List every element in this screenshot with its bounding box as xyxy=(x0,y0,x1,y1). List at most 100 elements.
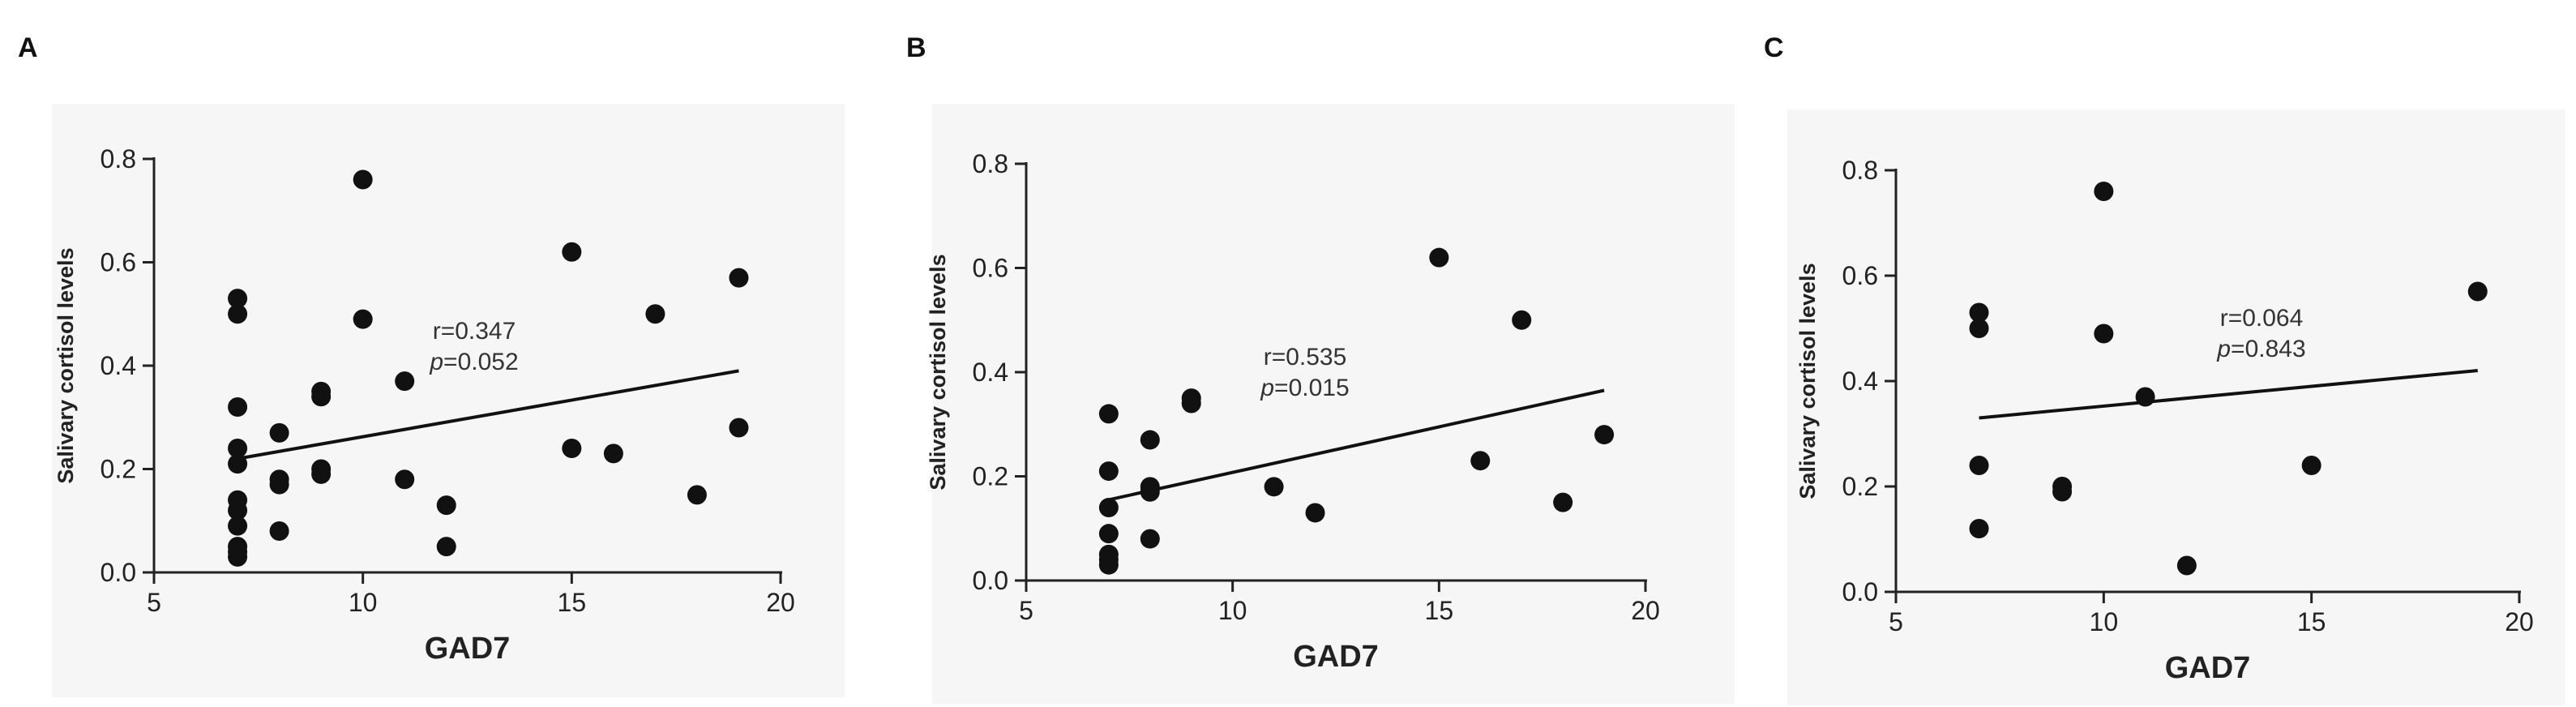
x-axis-label: GAD7 xyxy=(2165,651,2251,685)
p-value: =0.052 xyxy=(443,349,519,375)
chart-panel-b: B 0.0 0.2 0.4 0.6 0.8 5 10 15 20 GAD7 Salivary cort… xyxy=(906,32,1735,704)
data-point xyxy=(1969,319,1989,338)
r-annotation: r=0.535 xyxy=(1264,344,1347,371)
data-point xyxy=(395,371,415,392)
data-point xyxy=(1140,430,1160,450)
data-point xyxy=(2094,182,2114,201)
data-point xyxy=(269,474,289,495)
data-point xyxy=(1594,425,1615,445)
data-point xyxy=(1098,461,1119,482)
data-point xyxy=(269,422,289,443)
data-point xyxy=(2176,555,2197,576)
data-point xyxy=(1305,503,1325,523)
data-point xyxy=(603,443,623,464)
x-tick-label: 5 xyxy=(147,588,161,617)
x-axis-label: GAD7 xyxy=(425,632,511,666)
y-tick-label: 0.0 xyxy=(973,566,1008,595)
data-point xyxy=(311,387,332,407)
data-point xyxy=(687,485,707,505)
y-tick-label: 0.2 xyxy=(973,462,1008,491)
panel-background xyxy=(932,104,1735,704)
data-point xyxy=(1098,404,1119,424)
p-annotation: p=0.015 xyxy=(1260,375,1349,401)
r-annotation: r=0.347 xyxy=(433,318,516,345)
data-point xyxy=(436,495,456,516)
y-axis-label: Salivary cortisol levels xyxy=(53,247,78,483)
chart-panel-c: C 0.0 0.2 0.4 0.6 0.8 5 10 15 20 GAD7 Salivary cort… xyxy=(1764,32,2565,705)
panel-letter: B xyxy=(906,32,926,63)
y-tick-label: 0.8 xyxy=(973,149,1008,178)
panel-letter: A xyxy=(18,32,38,63)
data-point xyxy=(1181,393,1201,413)
data-point xyxy=(1098,555,1119,575)
y-tick-label: 0.2 xyxy=(101,455,136,484)
y-tick-label: 0.8 xyxy=(101,144,136,174)
x-tick-label: 20 xyxy=(1631,596,1660,625)
regression-line xyxy=(237,369,739,461)
data-point xyxy=(562,439,582,458)
regression-line xyxy=(1979,369,2478,420)
y-tick-label: 0.0 xyxy=(1842,577,1878,606)
data-point xyxy=(228,500,248,521)
r-annotation: r=0.064 xyxy=(2220,305,2304,332)
x-tick-label: 10 xyxy=(1218,596,1247,625)
data-point xyxy=(1969,302,1989,323)
y-tick-label: 0.6 xyxy=(973,254,1008,283)
y-tick-label: 0.4 xyxy=(1842,366,1878,396)
data-point xyxy=(228,304,248,324)
y-axis-label: Salivary cortisol levels xyxy=(926,254,950,490)
data-point xyxy=(729,268,749,288)
panel-background xyxy=(1787,109,2565,705)
data-point xyxy=(1098,498,1119,518)
x-tick-label: 15 xyxy=(558,588,587,617)
data-point xyxy=(269,521,289,541)
data-point xyxy=(2135,387,2155,407)
x-tick-label: 20 xyxy=(2505,607,2534,636)
data-point xyxy=(1969,519,1989,538)
p-value: =0.843 xyxy=(2231,336,2306,362)
y-tick-label: 0.4 xyxy=(101,351,136,380)
data-point xyxy=(1470,451,1491,471)
y-tick-label: 0.0 xyxy=(101,558,136,587)
data-point xyxy=(436,537,456,557)
data-point xyxy=(311,464,332,484)
x-axis-label: GAD7 xyxy=(1293,640,1379,674)
data-point xyxy=(562,242,582,262)
panel-background xyxy=(52,104,845,697)
x-tick-label: 5 xyxy=(1889,607,1903,636)
x-tick-label: 10 xyxy=(349,588,378,617)
p-symbol: p xyxy=(1260,375,1274,401)
data-point xyxy=(228,439,248,458)
data-point xyxy=(353,169,373,190)
x-tick-label: 20 xyxy=(766,588,795,617)
data-point xyxy=(1098,524,1119,544)
data-point xyxy=(1140,482,1160,502)
data-point xyxy=(1264,477,1284,497)
p-annotation: p=0.052 xyxy=(429,349,518,375)
data-point xyxy=(1429,247,1449,268)
y-tick-label: 0.2 xyxy=(1842,472,1878,501)
panel-letter: C xyxy=(1764,32,1784,63)
data-point xyxy=(729,418,749,438)
data-point xyxy=(228,546,248,567)
data-point xyxy=(228,454,248,474)
data-point xyxy=(228,516,248,536)
x-tick-label: 15 xyxy=(1425,596,1454,625)
p-symbol: p xyxy=(429,349,443,375)
y-axis-label: Salivary cortisol levels xyxy=(1795,263,1820,499)
p-annotation: p=0.843 xyxy=(2216,336,2305,362)
x-tick-label: 10 xyxy=(2090,607,2119,636)
y-tick-label: 0.6 xyxy=(101,248,136,277)
x-tick-label: 15 xyxy=(2297,607,2326,636)
data-point xyxy=(1512,310,1532,330)
data-point xyxy=(395,469,415,490)
regression-line xyxy=(1108,388,1605,502)
p-symbol: p xyxy=(2216,336,2231,362)
data-point xyxy=(1969,456,1989,475)
y-tick-label: 0.6 xyxy=(1842,261,1878,290)
data-point xyxy=(2094,324,2114,344)
data-point xyxy=(228,397,248,417)
chart-panel-a: A 0.0 0.2 0.4 0.6 0.8 5 10 15 20 GAD7 Salivary cort… xyxy=(18,32,845,697)
data-point xyxy=(228,289,248,309)
